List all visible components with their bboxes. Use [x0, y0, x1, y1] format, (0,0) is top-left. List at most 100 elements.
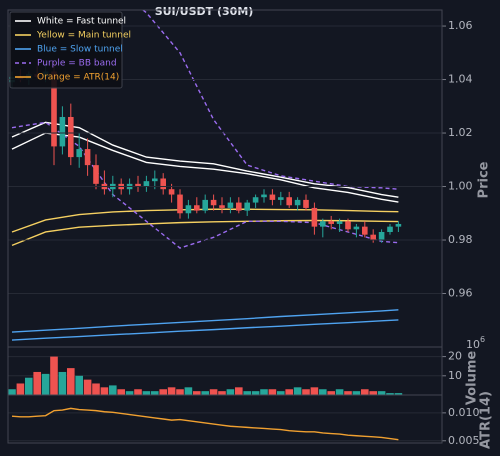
volume-bar — [92, 383, 100, 395]
volume-bar — [335, 389, 344, 395]
legend-label: Purple = BB band — [37, 59, 117, 69]
volume-bar — [277, 391, 285, 395]
tick-label: 0.96 — [448, 287, 473, 300]
candle-body — [219, 205, 225, 208]
candle-body — [252, 197, 259, 203]
volume-bar — [394, 393, 403, 395]
candle-body — [68, 116, 74, 158]
candle-body — [194, 205, 200, 211]
candle-body — [152, 178, 158, 182]
volume-bar — [151, 391, 159, 395]
tick-label: 10 — [448, 369, 462, 382]
candle-body — [353, 226, 360, 230]
candle-body — [395, 223, 402, 227]
candle-body — [336, 221, 343, 224]
volume-bar — [319, 389, 327, 395]
volume-bar — [226, 389, 235, 395]
volume-bar — [125, 391, 134, 395]
volume-bar — [377, 391, 386, 395]
overlay-line — [11, 309, 399, 333]
volume-bar — [117, 389, 125, 395]
candle-body — [328, 221, 334, 224]
volume-bar — [251, 391, 260, 395]
volume-bar — [75, 375, 83, 395]
candle-body — [286, 197, 292, 206]
candle-body — [168, 189, 175, 195]
volume-bar — [109, 385, 117, 395]
candle-body — [210, 199, 217, 206]
volume-bar — [67, 368, 75, 395]
volume-bar — [25, 377, 33, 395]
tick-label: 1.04 — [448, 73, 473, 86]
candle-body — [135, 183, 141, 187]
candle-body — [320, 221, 326, 227]
candle-body — [84, 149, 91, 166]
candle-body — [185, 205, 192, 214]
volume-bar — [352, 391, 361, 395]
volume-bar — [201, 391, 209, 395]
volume-bar — [209, 389, 218, 395]
tick-label: 1.00 — [448, 180, 473, 193]
volume-bar — [8, 389, 16, 395]
volume-bar — [142, 391, 151, 395]
candle-body — [227, 202, 234, 208]
chart-title: SUI/USDT (30M) — [155, 5, 254, 18]
tick-label: 1.02 — [448, 126, 473, 139]
lower-panels: 0.96 0.98 1.00 1.02 1.04 1.06 10 20 0.010 0.005 — [8, 19, 480, 447]
volume-bar — [16, 383, 25, 395]
volume-bar — [218, 391, 226, 395]
candle-body — [261, 194, 267, 198]
overlay-line — [11, 121, 399, 198]
candle-body — [311, 207, 318, 227]
offset-exponent: 6 — [480, 335, 485, 344]
volume-bar — [327, 391, 335, 395]
candle-body — [51, 71, 57, 147]
candle-body — [76, 149, 82, 158]
volume-bar — [176, 389, 184, 395]
candle-body — [362, 226, 368, 235]
volume-bar — [167, 387, 176, 395]
candle-body — [303, 199, 309, 208]
volume-bar — [33, 371, 41, 395]
tick-label: 0.005 — [448, 434, 480, 447]
atr-frame — [7, 394, 443, 444]
volume-bar — [58, 371, 67, 395]
candle-body — [269, 194, 276, 200]
volume-bar — [361, 389, 369, 395]
volume-bar — [386, 393, 394, 395]
legend-label: White = Fast tunnel — [37, 17, 126, 27]
volume-bar — [50, 356, 58, 395]
tick-label: 1.06 — [448, 19, 473, 32]
volume-bar — [260, 389, 268, 395]
candle-body — [345, 221, 351, 230]
volume-bar — [369, 391, 377, 395]
volume-bar — [243, 391, 251, 395]
volume-bar — [193, 391, 201, 395]
volume-bar — [344, 391, 352, 395]
candle-body — [244, 202, 250, 211]
offset-base: 10 — [466, 338, 480, 351]
volume-axis-label: Volume — [465, 351, 480, 406]
volume-bar — [134, 389, 142, 395]
y-axis-label: Price — [477, 161, 492, 198]
volume-bar — [235, 387, 243, 395]
volume-offset: 106 — [466, 335, 485, 352]
overlay-line — [11, 319, 399, 341]
tick-label: 0.010 — [448, 406, 480, 419]
volume-bar — [184, 387, 193, 395]
candle-body — [93, 165, 99, 184]
legend-label: Orange = ATR(14) — [37, 73, 119, 83]
volume-bar — [293, 387, 302, 395]
candle-body — [177, 194, 183, 214]
volume-bar — [268, 389, 277, 395]
volume-bar — [41, 373, 50, 395]
volume-bar — [310, 387, 319, 395]
volume-bar — [83, 379, 92, 395]
candle-body — [202, 199, 208, 211]
candle-body — [378, 231, 385, 241]
candle-body — [278, 197, 284, 200]
volume-bar — [100, 387, 109, 395]
candle-body — [160, 178, 166, 190]
candle-body — [143, 181, 150, 187]
